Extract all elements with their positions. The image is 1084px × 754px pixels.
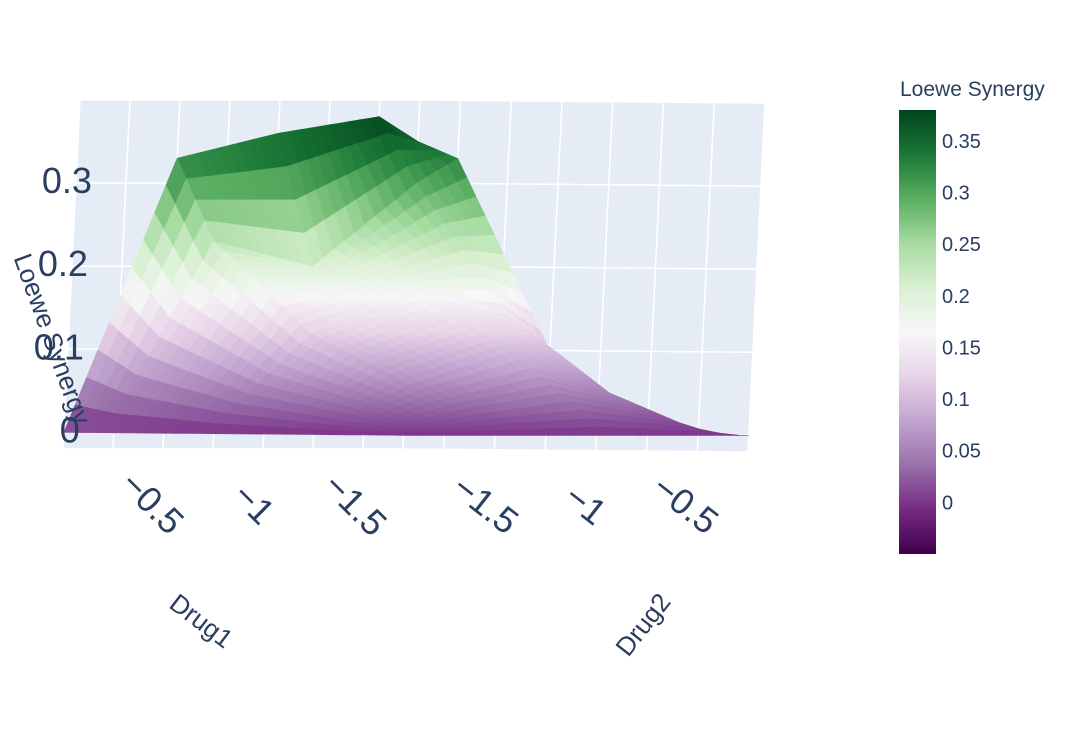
colorbar-tick-label: 0.15 — [942, 338, 981, 360]
3d-scene[interactable] — [62, 99, 766, 453]
x-tick-label: −1 — [557, 475, 615, 533]
y-tick-label: −1.5 — [316, 465, 395, 544]
colorbar-gradient — [899, 110, 936, 554]
x-tick-label: −0.5 — [645, 466, 726, 542]
z-tick-label: 0 — [60, 409, 80, 450]
y-axis-title: Drug2 — [609, 587, 676, 661]
z-tick-label: 0.2 — [38, 243, 88, 284]
colorbar-tick-label: 0.35 — [942, 131, 981, 153]
z-tick-label: 0.3 — [42, 160, 92, 201]
surface-cell — [398, 434, 419, 436]
colorbar-ticks: 0 0.05 0.1 0.15 0.2 0.25 0.3 0.35 — [942, 131, 981, 514]
colorbar-tick-label: 0.2 — [942, 286, 970, 308]
colorbar-tick-label: 0.3 — [942, 183, 970, 205]
colorbar-tick-label: 0.1 — [942, 389, 970, 411]
colorbar-tick-label: 0 — [942, 492, 953, 514]
colorbar-title: Loewe Synergy — [900, 78, 1045, 101]
y-tick-label: −1 — [225, 474, 283, 532]
x-axis-title: Drug1 — [164, 588, 239, 655]
y-tick-label: −0.5 — [113, 463, 192, 542]
colorbar: Loewe Synergy 0 0.05 0.1 0.15 0.2 0.25 0.3 0.35 — [899, 78, 1045, 554]
x-tick-label: −1.5 — [445, 466, 526, 542]
colorbar-tick-label: 0.05 — [942, 441, 981, 463]
colorbar-tick-label: 0.25 — [942, 234, 981, 256]
z-tick-label: 0.1 — [34, 326, 84, 367]
y-gridline — [645, 102, 665, 452]
z-gridline — [415, 182, 761, 187]
y-gridline — [696, 102, 716, 452]
surface-plot — [63, 116, 749, 436]
